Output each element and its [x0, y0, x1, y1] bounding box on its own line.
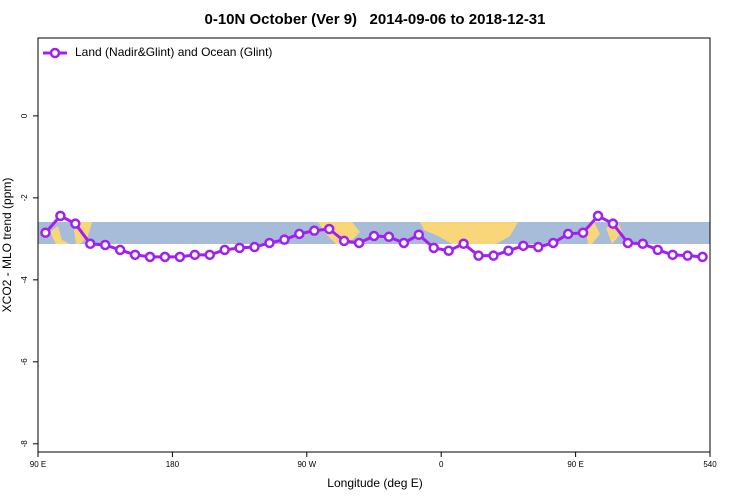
point — [99, 239, 111, 251]
point — [398, 237, 410, 249]
point — [338, 235, 350, 247]
y-axis-label: XCO2 - MLO trend (ppm) — [0, 178, 14, 313]
y-tick-label: -6 — [20, 358, 29, 366]
legend-marker — [49, 47, 61, 59]
point — [353, 237, 365, 249]
legend-label: Land (Nadir&Glint) and Ocean (Glint) — [75, 45, 272, 59]
point — [592, 210, 604, 222]
point — [129, 249, 141, 261]
y-tick-label: -2 — [20, 194, 29, 202]
point — [85, 238, 96, 250]
point — [294, 228, 305, 240]
point — [40, 227, 51, 238]
point — [622, 237, 634, 249]
point — [413, 229, 425, 241]
point — [652, 244, 663, 256]
point — [264, 237, 275, 249]
point — [503, 245, 514, 256]
point — [533, 241, 544, 253]
y-tick-label: 0 — [20, 113, 29, 118]
point — [309, 225, 320, 236]
plot-frame — [37, 37, 711, 453]
x-tick-label: 180 — [166, 460, 180, 469]
x-tick-label: 540 — [703, 460, 717, 469]
x-tick-label: 90 W — [297, 460, 316, 469]
point — [114, 244, 126, 256]
y-tick-label: -4 — [20, 276, 29, 284]
point — [383, 231, 395, 243]
point — [518, 240, 529, 252]
point — [607, 218, 619, 229]
point — [159, 251, 171, 263]
point — [249, 241, 260, 253]
point — [368, 230, 380, 242]
point — [323, 223, 335, 235]
point — [189, 249, 201, 261]
x-tick-label: 90 E — [30, 460, 46, 469]
x-axis-label: Longitude (deg E) — [327, 476, 422, 490]
point — [488, 250, 499, 261]
point — [637, 238, 649, 250]
point — [562, 228, 574, 240]
point — [144, 251, 156, 263]
point — [279, 234, 290, 245]
point — [697, 251, 708, 263]
point — [577, 227, 589, 238]
point — [174, 251, 186, 263]
point — [682, 250, 693, 261]
point — [547, 237, 559, 249]
point — [219, 244, 230, 256]
point — [458, 238, 469, 250]
x-tick-label: 0 — [439, 460, 444, 469]
point — [234, 242, 245, 254]
point — [428, 242, 439, 254]
point — [473, 250, 484, 261]
point — [667, 249, 678, 261]
y-tick-label: -8 — [20, 440, 29, 448]
point — [443, 245, 454, 256]
point — [55, 210, 66, 222]
chart-title: 0-10N October (Ver 9) 2014-09-06 to 2018… — [204, 11, 545, 28]
point — [70, 218, 81, 229]
point — [204, 249, 215, 261]
x-tick-label: 90 E — [567, 460, 583, 469]
